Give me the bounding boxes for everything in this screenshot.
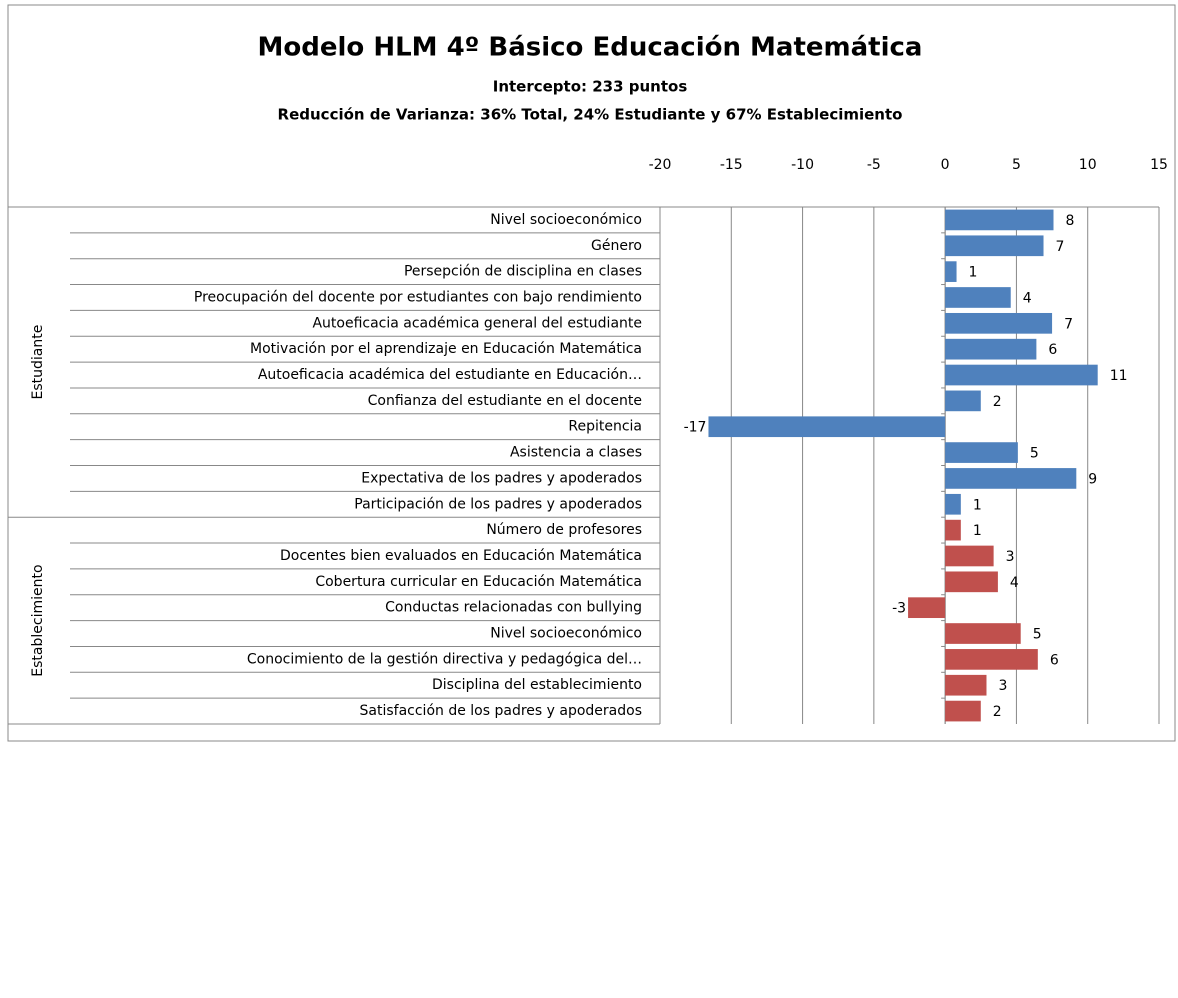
chart-subtitle: Reducción de Varianza: 36% Total, 24% Es… [278, 106, 903, 124]
category-label: Nivel socioeconómico [490, 212, 642, 228]
bar [945, 700, 981, 722]
category-label: Autoeficacia académica del estudiante en… [258, 367, 642, 383]
bar [708, 416, 946, 438]
category-label: Motivación por el aprendizaje en Educaci… [250, 341, 642, 357]
value-label: 5 [1033, 627, 1042, 643]
value-label: 4 [1010, 575, 1019, 591]
bar [908, 597, 946, 619]
chart-title: Modelo HLM 4º Básico Educación Matemátic… [258, 33, 923, 63]
x-tick-label: -10 [791, 157, 814, 173]
value-label: 9 [1088, 471, 1097, 487]
bar [945, 209, 1054, 231]
category-label: Confianza del estudiante en el docente [368, 393, 642, 409]
category-label: Número de profesores [486, 522, 642, 538]
bar [945, 338, 1037, 360]
value-label: 1 [973, 497, 982, 513]
value-label: -17 [684, 420, 707, 436]
value-label: 11 [1110, 368, 1128, 384]
category-label: Preocupación del docente por estudiantes… [194, 289, 642, 305]
value-label: 2 [993, 704, 1002, 720]
bar [945, 623, 1021, 644]
value-label: 4 [1023, 290, 1032, 306]
value-label: 1 [973, 523, 982, 539]
bar [945, 235, 1044, 257]
bar [945, 674, 987, 696]
x-tick-label: -5 [867, 157, 881, 173]
x-tick-label: 10 [1079, 157, 1097, 173]
category-label: Participación de los padres y apoderados [354, 496, 642, 512]
value-label: 1 [969, 265, 978, 281]
category-label: Docentes bien evaluados en Educación Mat… [280, 548, 642, 564]
value-label: 7 [1064, 316, 1073, 332]
category-label: Género [591, 238, 642, 254]
category-label: Autoeficacia académica general del estud… [312, 315, 642, 331]
group-label: Estudiante [30, 325, 46, 400]
category-label: Nivel socioeconómico [490, 626, 642, 642]
bar [945, 390, 981, 412]
value-label: 8 [1065, 213, 1074, 229]
bar [945, 287, 1011, 308]
bar [945, 545, 994, 567]
category-label: Satisfacción de los padres y apoderados [360, 703, 642, 719]
group-label: Establecimiento [30, 564, 46, 676]
value-label: 3 [1006, 549, 1015, 565]
category-label: Repitencia [568, 419, 642, 435]
x-tick-label: -20 [649, 157, 672, 173]
category-label: Conductas relacionadas con bullying [385, 600, 642, 616]
category-label: Cobertura curricular en Educación Matemá… [315, 574, 642, 590]
bar [945, 312, 1053, 334]
bar [945, 649, 1038, 670]
bar [945, 442, 1018, 463]
bar [945, 261, 957, 282]
x-tick-label: 15 [1150, 157, 1168, 173]
bar [945, 493, 961, 515]
bar [945, 364, 1098, 386]
value-label: 5 [1030, 446, 1039, 462]
category-label: Persepción de disciplina en clases [404, 264, 642, 280]
chart-subtitle: Intercepto: 233 puntos [493, 78, 688, 96]
value-label: -3 [892, 601, 906, 617]
category-label: Conocimiento de la gestión directiva y p… [247, 651, 642, 667]
x-tick-label: 0 [941, 157, 950, 173]
category-label: Asistencia a clases [510, 445, 642, 461]
category-label: Disciplina del establecimiento [432, 677, 642, 693]
bar [945, 468, 1077, 489]
x-tick-label: -15 [720, 157, 743, 173]
value-label: 3 [998, 678, 1007, 694]
value-label: 7 [1056, 239, 1065, 255]
x-tick-label: 5 [1012, 157, 1021, 173]
value-label: 2 [993, 394, 1002, 410]
value-label: 6 [1050, 652, 1059, 668]
bar [945, 519, 961, 541]
bar [945, 571, 998, 593]
chart-border [7, 4, 1176, 742]
category-label: Expectativa de los padres y apoderados [361, 470, 642, 486]
value-label: 6 [1048, 342, 1057, 358]
